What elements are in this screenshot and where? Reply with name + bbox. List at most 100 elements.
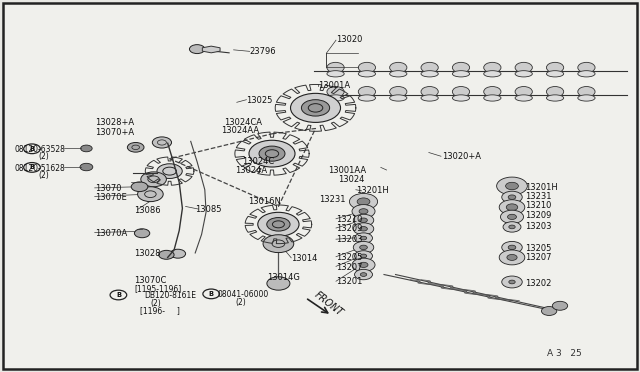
- Text: 13024C: 13024C: [242, 157, 274, 166]
- Circle shape: [360, 236, 367, 240]
- Circle shape: [508, 245, 516, 250]
- Circle shape: [152, 137, 172, 148]
- Circle shape: [291, 93, 340, 122]
- Text: 13070C: 13070C: [134, 276, 167, 285]
- Ellipse shape: [578, 71, 595, 77]
- Circle shape: [259, 146, 285, 161]
- Circle shape: [301, 100, 330, 116]
- Ellipse shape: [327, 87, 344, 97]
- Circle shape: [353, 223, 374, 235]
- Text: 13025: 13025: [246, 96, 273, 105]
- Circle shape: [141, 172, 166, 187]
- Circle shape: [203, 289, 220, 299]
- Text: (2): (2): [236, 298, 246, 307]
- Ellipse shape: [578, 62, 595, 73]
- Circle shape: [360, 273, 367, 276]
- Ellipse shape: [452, 87, 470, 97]
- Circle shape: [80, 163, 93, 171]
- Text: FRONT: FRONT: [312, 290, 345, 318]
- Circle shape: [360, 227, 367, 231]
- Ellipse shape: [547, 71, 564, 77]
- Text: 13205: 13205: [336, 253, 362, 262]
- Circle shape: [157, 164, 182, 179]
- Ellipse shape: [515, 87, 532, 97]
- Text: 13024A: 13024A: [236, 166, 268, 175]
- Ellipse shape: [390, 95, 407, 101]
- Circle shape: [293, 95, 338, 121]
- Text: 13070: 13070: [95, 184, 121, 193]
- Circle shape: [357, 198, 370, 205]
- Circle shape: [138, 187, 163, 202]
- Circle shape: [127, 142, 144, 152]
- Circle shape: [502, 276, 522, 288]
- Circle shape: [252, 142, 292, 166]
- Text: 13205: 13205: [525, 244, 551, 253]
- Ellipse shape: [390, 71, 407, 77]
- Circle shape: [360, 218, 367, 222]
- Text: 13231: 13231: [319, 195, 345, 204]
- Text: A 3   25: A 3 25: [547, 349, 582, 358]
- Ellipse shape: [515, 62, 532, 73]
- Text: 13086: 13086: [134, 206, 161, 215]
- Text: [1195-1196]: [1195-1196]: [134, 284, 182, 293]
- Ellipse shape: [390, 62, 407, 73]
- Text: 08041-06000: 08041-06000: [218, 290, 269, 299]
- Circle shape: [260, 214, 297, 235]
- Ellipse shape: [484, 71, 501, 77]
- Circle shape: [360, 245, 367, 250]
- FancyBboxPatch shape: [3, 3, 637, 369]
- Circle shape: [503, 222, 521, 232]
- Ellipse shape: [390, 87, 407, 97]
- Circle shape: [24, 163, 40, 172]
- Text: B: B: [29, 146, 35, 152]
- Text: 13085: 13085: [195, 205, 221, 214]
- Circle shape: [360, 254, 367, 258]
- Text: 13201H: 13201H: [525, 183, 557, 192]
- Ellipse shape: [484, 62, 501, 73]
- Text: 13210: 13210: [525, 201, 551, 210]
- Ellipse shape: [547, 87, 564, 97]
- Circle shape: [507, 254, 517, 260]
- Circle shape: [81, 145, 92, 152]
- Circle shape: [258, 212, 299, 236]
- Circle shape: [303, 101, 328, 115]
- Circle shape: [509, 225, 515, 229]
- Text: 13070+A: 13070+A: [95, 128, 134, 137]
- Circle shape: [499, 250, 525, 265]
- Ellipse shape: [421, 87, 438, 97]
- Circle shape: [355, 251, 372, 261]
- Text: 13001AA: 13001AA: [328, 166, 367, 174]
- Text: 13020+A: 13020+A: [442, 153, 481, 161]
- Circle shape: [499, 200, 525, 215]
- Circle shape: [352, 258, 375, 272]
- Circle shape: [355, 233, 372, 243]
- Circle shape: [541, 307, 557, 315]
- Ellipse shape: [452, 95, 470, 101]
- Text: 13207: 13207: [525, 253, 551, 262]
- Text: 13024: 13024: [338, 175, 364, 184]
- Text: 13210: 13210: [336, 215, 362, 224]
- Polygon shape: [202, 46, 220, 53]
- Text: 08120-63528: 08120-63528: [14, 145, 65, 154]
- Ellipse shape: [578, 87, 595, 97]
- Text: B: B: [116, 292, 121, 298]
- Ellipse shape: [547, 62, 564, 73]
- Text: 13203: 13203: [525, 222, 551, 231]
- Ellipse shape: [327, 62, 344, 73]
- Text: 13207: 13207: [336, 263, 362, 272]
- Text: B: B: [209, 291, 214, 297]
- Ellipse shape: [547, 95, 564, 101]
- Ellipse shape: [484, 87, 501, 97]
- Circle shape: [189, 45, 205, 54]
- Circle shape: [170, 249, 186, 258]
- Ellipse shape: [358, 71, 376, 77]
- Ellipse shape: [452, 62, 470, 73]
- Circle shape: [508, 195, 516, 199]
- Ellipse shape: [452, 71, 470, 77]
- Circle shape: [353, 214, 374, 226]
- Circle shape: [502, 241, 522, 253]
- Text: B: B: [29, 164, 35, 170]
- Circle shape: [359, 262, 368, 267]
- Circle shape: [249, 140, 295, 167]
- Text: 13201H: 13201H: [356, 186, 388, 195]
